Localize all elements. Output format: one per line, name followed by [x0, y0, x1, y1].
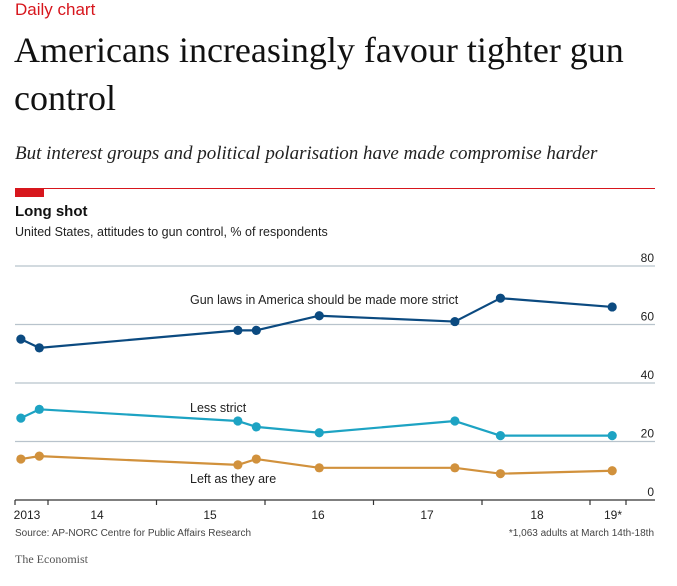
data-point: [450, 316, 460, 327]
subhead: But interest groups and political polari…: [15, 143, 598, 164]
series-line: [20, 455, 613, 475]
data-point: [34, 404, 44, 414]
data-point: [16, 413, 26, 423]
data-point: [251, 422, 261, 432]
red-rule: [15, 188, 655, 189]
data-point: [314, 463, 324, 473]
footnote: *1,063 adults at March 14th-18th: [508, 528, 654, 539]
series-label: Left as they are: [190, 472, 276, 486]
series-label: Less strict: [190, 401, 247, 415]
y-tick-label: 0: [647, 485, 654, 499]
data-point: [495, 293, 506, 303]
source-note: Source: AP-NORC Centre for Public Affair…: [15, 528, 252, 539]
x-tick-label: 17: [420, 508, 434, 522]
data-point: [607, 302, 617, 312]
data-point: [450, 463, 460, 473]
red-tab: [15, 189, 44, 197]
kicker: Daily chart: [15, 0, 96, 19]
data-point: [233, 460, 243, 470]
headline: Americans increasingly favour tighter gu…: [14, 30, 624, 118]
series-line: [20, 297, 613, 350]
data-point: [251, 454, 261, 464]
y-tick-label: 40: [641, 368, 655, 382]
data-point: [34, 451, 44, 461]
series-line: [20, 408, 613, 437]
data-point: [16, 334, 26, 344]
data-point: [495, 431, 506, 441]
data-point: [495, 469, 506, 479]
data-point: [251, 325, 261, 335]
data-point: [34, 343, 44, 353]
series-label: Gun laws in America should be made more …: [190, 293, 459, 307]
chart-title: Long shot: [15, 203, 88, 220]
data-point: [16, 454, 26, 464]
chart-subtitle: United States, attitudes to gun control,…: [15, 225, 328, 239]
x-tick-label: 16: [311, 508, 325, 522]
y-tick-label: 60: [641, 310, 655, 324]
y-tick-label: 80: [641, 251, 655, 265]
data-point: [314, 428, 324, 438]
x-tick-label: 14: [90, 508, 104, 522]
y-tick-label: 20: [641, 427, 655, 441]
x-tick-label: 2013: [14, 508, 41, 522]
data-point: [607, 431, 617, 441]
x-tick-label: 19*: [604, 508, 622, 522]
x-tick-label: 15: [203, 508, 217, 522]
x-tick-label: 18: [530, 508, 544, 522]
data-point: [607, 466, 617, 476]
data-point: [450, 416, 460, 426]
data-point: [233, 325, 243, 335]
data-point: [314, 311, 324, 321]
data-point: [233, 416, 243, 426]
line-chart: 0 20 40 60 80 2013 14 15 16 17 18 19* Gun laws in Am…: [14, 251, 655, 522]
brand-logo-text: The Economist: [15, 552, 88, 566]
